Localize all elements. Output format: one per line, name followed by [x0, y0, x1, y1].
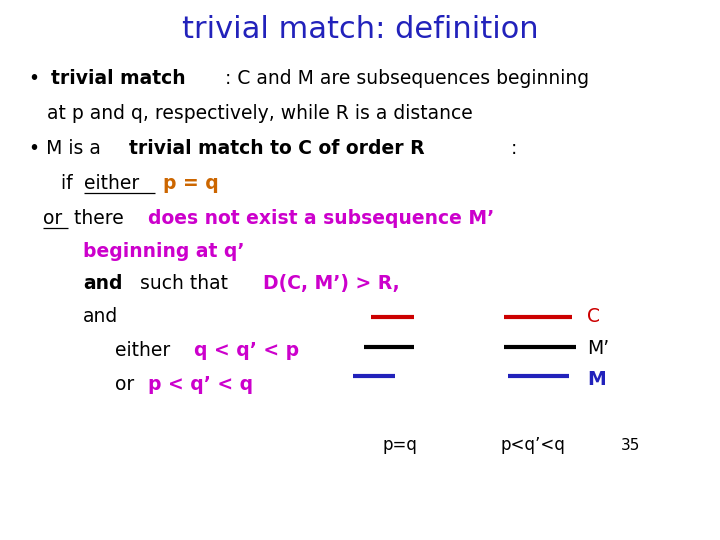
- Text: at p and q, respectively, while R is a distance: at p and q, respectively, while R is a d…: [47, 104, 472, 123]
- Text: there: there: [68, 209, 130, 228]
- Text: or: or: [43, 209, 63, 228]
- Text: trivial match to C of order R: trivial match to C of order R: [130, 139, 425, 158]
- Text: M: M: [587, 370, 606, 389]
- Text: either: either: [115, 341, 176, 361]
- Text: q < q’ < p: q < q’ < p: [194, 341, 300, 361]
- Text: p=q: p=q: [382, 436, 417, 455]
- Text: • M is a: • M is a: [29, 139, 107, 158]
- Text: or: or: [115, 375, 140, 394]
- Text: does not exist a subsequence M’: does not exist a subsequence M’: [148, 209, 494, 228]
- Text: p < q’ < q: p < q’ < q: [148, 375, 253, 394]
- Text: and: and: [83, 307, 118, 327]
- Text: M’: M’: [587, 339, 609, 358]
- Text: 35: 35: [621, 438, 639, 453]
- Text: either: either: [84, 174, 139, 193]
- Text: trivial match: trivial match: [51, 69, 186, 88]
- Text: trivial match: definition: trivial match: definition: [181, 15, 539, 44]
- Text: if: if: [61, 174, 78, 193]
- Text: :: :: [510, 139, 517, 158]
- Text: p = q: p = q: [163, 174, 219, 193]
- Text: C: C: [587, 307, 600, 327]
- Text: such that: such that: [134, 274, 234, 293]
- Text: p<q’<q: p<q’<q: [500, 436, 565, 455]
- Text: and: and: [83, 274, 122, 293]
- Text: D(C, M’) > R,: D(C, M’) > R,: [263, 274, 400, 293]
- Text: beginning at q’: beginning at q’: [83, 241, 244, 261]
- Text: : C and M are subsequences beginning: : C and M are subsequences beginning: [225, 69, 589, 88]
- Text: •: •: [29, 69, 46, 88]
